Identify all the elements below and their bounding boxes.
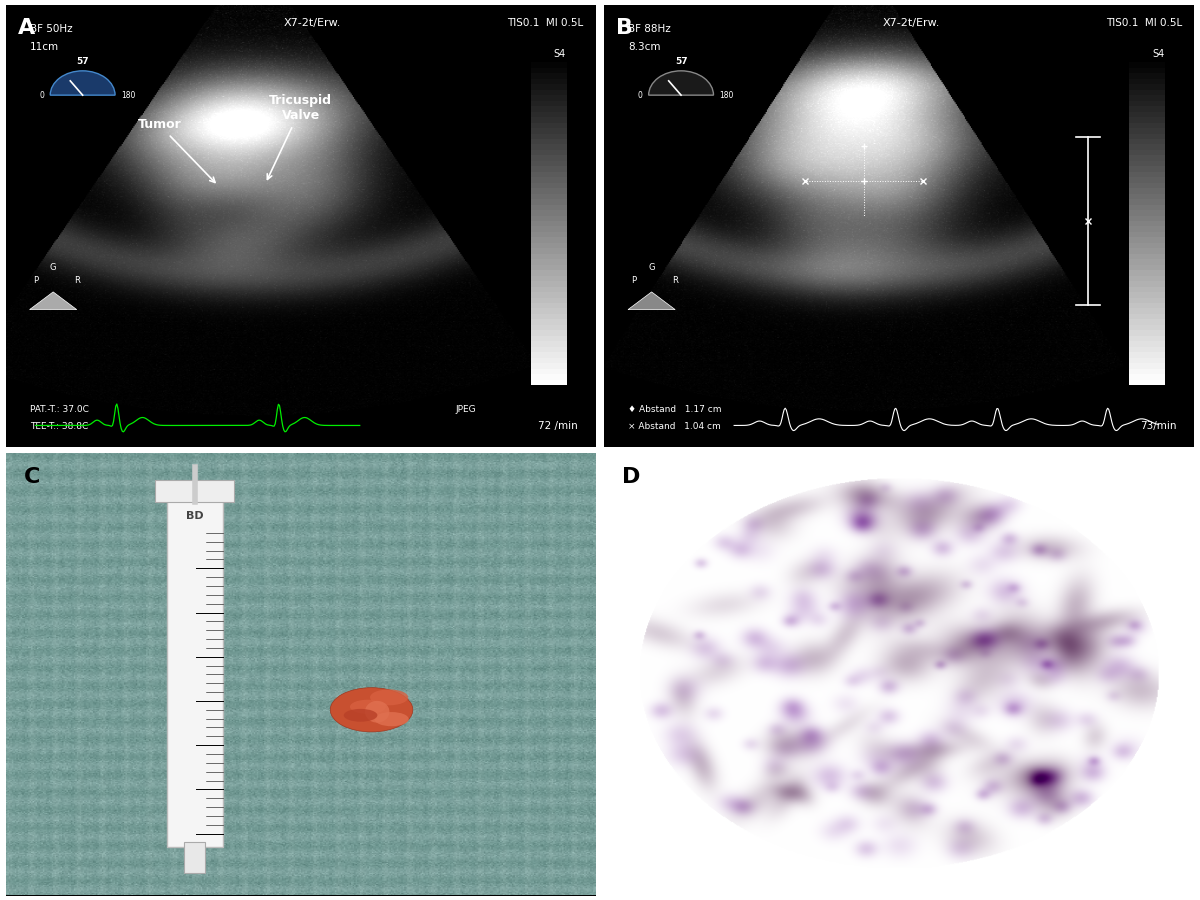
Text: BD: BD	[186, 511, 204, 521]
Text: C: C	[24, 466, 40, 487]
Text: TIS0.1  MI 0.5L: TIS0.1 MI 0.5L	[1106, 18, 1182, 28]
Text: R: R	[672, 276, 678, 285]
Text: X7-2t/Erw.: X7-2t/Erw.	[882, 18, 940, 28]
Text: Tricuspid
Valve: Tricuspid Valve	[268, 94, 332, 179]
Text: B: B	[617, 18, 634, 38]
Text: G: G	[648, 263, 655, 272]
Text: 57: 57	[77, 58, 89, 67]
Ellipse shape	[370, 689, 408, 706]
Text: D: D	[622, 466, 641, 487]
Text: 73/min: 73/min	[1140, 421, 1176, 431]
FancyBboxPatch shape	[155, 480, 234, 502]
Text: S4: S4	[554, 49, 566, 58]
Text: 72 /min: 72 /min	[538, 421, 578, 431]
Ellipse shape	[365, 701, 390, 723]
Text: 0: 0	[638, 91, 643, 100]
Text: ♦ Abstand   1.17 cm: ♦ Abstand 1.17 cm	[628, 404, 721, 413]
Text: R: R	[74, 276, 79, 285]
Text: × Abstand   1.04 cm: × Abstand 1.04 cm	[628, 422, 721, 431]
Text: TIS0.1  MI 0.5L: TIS0.1 MI 0.5L	[508, 18, 583, 28]
Ellipse shape	[350, 699, 385, 714]
Text: 180: 180	[121, 91, 136, 100]
Polygon shape	[30, 292, 77, 310]
Text: 57: 57	[674, 58, 688, 67]
Text: BF 88Hz: BF 88Hz	[628, 24, 671, 34]
Text: P: P	[32, 276, 38, 285]
Text: Tumor: Tumor	[138, 118, 215, 183]
Ellipse shape	[330, 688, 413, 732]
Ellipse shape	[343, 709, 377, 722]
Text: X7-2t/Erw.: X7-2t/Erw.	[284, 18, 341, 28]
Text: TEE-T.: 38.8C: TEE-T.: 38.8C	[30, 422, 88, 431]
FancyBboxPatch shape	[167, 484, 223, 847]
FancyBboxPatch shape	[184, 842, 205, 873]
Wedge shape	[50, 71, 115, 95]
Text: G: G	[50, 263, 56, 272]
Text: 8.3cm: 8.3cm	[628, 42, 660, 52]
Text: BF 50Hz: BF 50Hz	[30, 24, 72, 34]
Text: 0: 0	[40, 91, 44, 100]
Text: A: A	[18, 18, 35, 38]
Text: S4: S4	[1152, 49, 1164, 58]
Polygon shape	[628, 292, 676, 310]
Text: 180: 180	[719, 91, 733, 100]
Text: 11cm: 11cm	[30, 42, 59, 52]
Text: JPEG: JPEG	[456, 404, 476, 413]
Text: P: P	[631, 276, 636, 285]
Ellipse shape	[374, 712, 409, 726]
Wedge shape	[649, 71, 714, 95]
Text: PAT.-T.: 37.0C: PAT.-T.: 37.0C	[30, 404, 89, 413]
